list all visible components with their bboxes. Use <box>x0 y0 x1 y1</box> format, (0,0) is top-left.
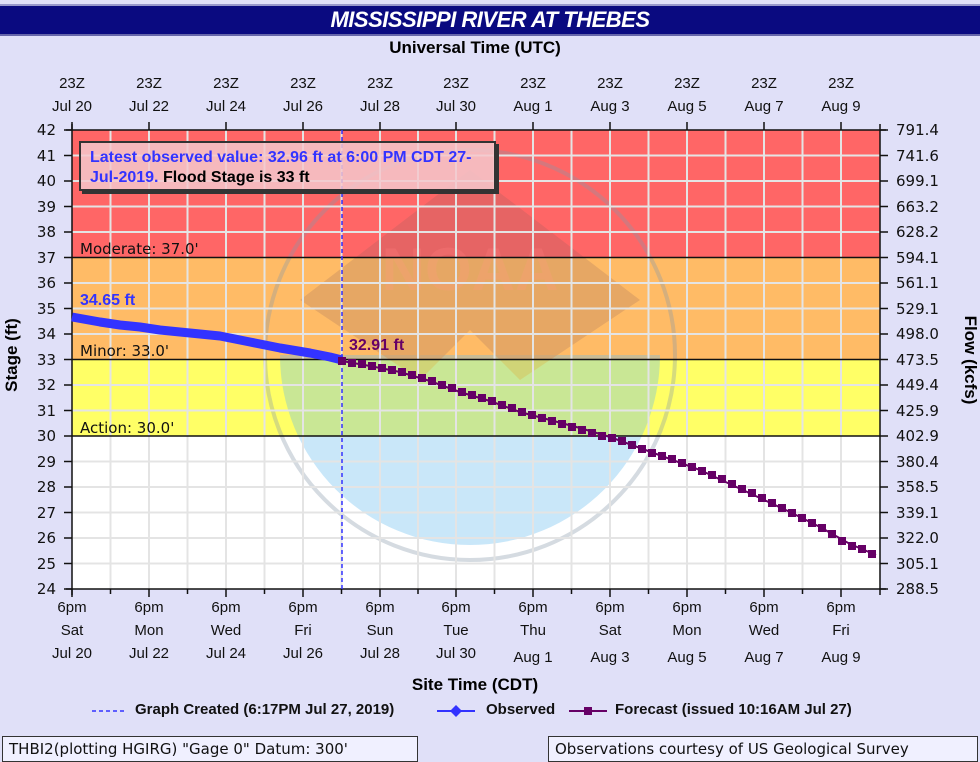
right-tick: 741.6 <box>896 146 939 165</box>
legend-glyphs <box>92 705 607 717</box>
top-tick: 23Z Aug 5 <box>667 75 707 115</box>
top-axis-title: Universal Time (UTC) <box>389 38 561 57</box>
right-tick: 322.0 <box>896 529 939 547</box>
threshold-lines <box>72 256 880 437</box>
x-ticks <box>71 122 842 597</box>
bottom-tick: 6pm Wed Jul 24 <box>205 599 247 662</box>
left-tick: 38 <box>36 223 56 241</box>
legend-observed: Observed <box>486 701 556 718</box>
moderate-level-label: Moderate: 37.0' <box>80 240 199 258</box>
top-tick: 23Z Jul 30 <box>435 75 477 115</box>
right-tick: 473.5 <box>896 350 939 369</box>
right-tick: 561.1 <box>896 274 939 292</box>
right-tick: 791.4 <box>896 121 939 139</box>
latest-observed-text: Latest observed value: 32.96 ft at 6:00 … <box>90 149 472 186</box>
right-tick: 380.4 <box>896 452 939 471</box>
observation-credit: Observations courtesy of US Geological S… <box>548 736 978 762</box>
bottom-tick: 6pm Fri Jul 26 <box>282 599 324 662</box>
chart-title-bar: MISSISSIPPI RIVER AT THEBES <box>0 4 980 36</box>
legend-graph-created: Graph Created (6:17PM Jul 27, 2019) <box>135 701 395 718</box>
left-tick: 39 <box>36 197 56 216</box>
left-tick: 25 <box>36 554 56 573</box>
top-tick: 23Z Jul 26 <box>282 75 324 115</box>
right-tick: 339.1 <box>896 503 939 522</box>
left-tick: 32 <box>36 376 56 394</box>
left-tick: 42 <box>36 121 56 139</box>
right-tick: 288.5 <box>896 580 939 598</box>
left-tick: 35 <box>36 299 56 318</box>
right-ticks <box>880 129 888 590</box>
left-tick: 40 <box>36 172 56 190</box>
left-tick: 24 <box>36 580 56 598</box>
left-tick: 37 <box>36 248 56 267</box>
bottom-axis-title: Site Time (CDT) <box>411 675 539 694</box>
observed-series <box>71 312 344 365</box>
chart-title: MISSISSIPPI RIVER AT THEBES <box>330 7 650 32</box>
left-tick: 26 <box>36 529 56 547</box>
top-tick: 23Z Aug 3 <box>590 75 630 115</box>
right-tick: 425.9 <box>896 401 939 420</box>
left-tick: 34 <box>36 325 56 343</box>
bottom-tick: 6pm Sun Jul 28 <box>359 599 401 662</box>
right-tick: 305.1 <box>896 554 939 573</box>
right-tick: 402.9 <box>896 427 939 445</box>
action-level-label: Action: 30.0' <box>80 419 175 437</box>
top-tick: 23Z Aug 1 <box>513 75 553 115</box>
right-tick: 498.0 <box>896 325 939 343</box>
left-tick: 29 <box>36 452 56 471</box>
flood-stage-text: Flood Stage is 33 ft <box>162 169 310 186</box>
last-observed-label: 32.91 ft <box>349 337 405 354</box>
minor-level-label: Minor: 33.0' <box>80 342 170 360</box>
right-tick: 699.1 <box>896 172 939 190</box>
right-tick: 358.5 <box>896 478 939 496</box>
bottom-tick: 6pm Mon Aug 5 <box>667 599 707 666</box>
bottom-tick: 6pm Thu Aug 1 <box>513 599 553 666</box>
bottom-tick: 6pm Sat Aug 3 <box>590 599 630 666</box>
top-tick: 23Z Jul 20 <box>51 75 93 115</box>
top-tick: 23Z Jul 22 <box>128 75 170 115</box>
noaa-watermark-icon: NOAA <box>263 148 677 562</box>
first-observed-label: 34.65 ft <box>80 292 136 309</box>
right-tick: 594.1 <box>896 248 939 267</box>
latest-observation-annotation: Latest observed value: 32.96 ft at 6:00 … <box>79 141 496 191</box>
top-tick: 23Z Aug 7 <box>744 75 784 115</box>
left-axis-title: Stage (ft) <box>2 318 21 392</box>
left-tick: 36 <box>36 274 56 292</box>
forecast-markers <box>338 357 876 558</box>
bottom-tick: 6pm Mon Jul 22 <box>128 599 170 662</box>
right-tick: 529.1 <box>896 299 939 318</box>
left-tick: 41 <box>36 146 56 165</box>
right-axis-title: Flow (kcfs) <box>961 315 980 405</box>
top-tick: 23Z Jul 24 <box>205 75 247 115</box>
top-tick: 23Z Aug 9 <box>821 75 861 115</box>
bottom-tick: 6pm Wed Aug 7 <box>744 599 784 666</box>
left-tick: 30 <box>36 427 56 445</box>
legend-forecast: Forecast (issued 10:16AM Jul 27) <box>615 701 852 718</box>
left-tick: 28 <box>36 478 56 496</box>
bottom-tick: 6pm Sat Jul 20 <box>51 599 93 662</box>
right-tick: 663.2 <box>896 197 939 216</box>
left-ticks <box>64 129 72 590</box>
left-tick: 31 <box>36 401 56 420</box>
bottom-tick: 6pm Fri Aug 9 <box>821 599 861 666</box>
gage-datum-info: THBI2(plotting HGIRG) "Gage 0" Datum: 30… <box>2 736 418 762</box>
top-tick: 23Z Jul 28 <box>359 75 401 115</box>
right-tick: 628.2 <box>896 223 939 241</box>
left-tick: 27 <box>36 503 56 522</box>
left-tick: 33 <box>36 350 56 369</box>
bottom-tick: 6pm Tue Jul 30 <box>435 599 477 662</box>
right-tick: 449.4 <box>896 376 939 394</box>
svg-text:NOAA: NOAA <box>382 236 559 303</box>
